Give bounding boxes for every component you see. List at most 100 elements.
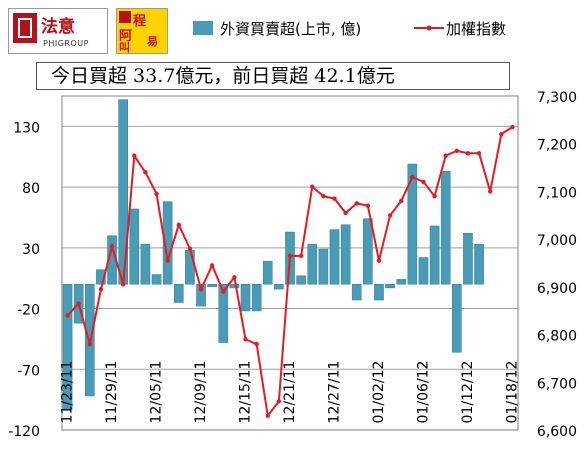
bar — [207, 284, 217, 287]
bar — [218, 284, 229, 343]
left-tick-label: 130 — [13, 120, 40, 136]
line-point — [343, 210, 348, 216]
line-point — [243, 337, 248, 342]
logo-sub: PHIGROUP — [43, 39, 89, 48]
x-tick-label: 01/06/12 — [415, 361, 431, 424]
x-tick-label: 01/12/12 — [460, 361, 476, 424]
x-tick-label: 12/15/11 — [238, 361, 254, 424]
logo-name: 法意 — [41, 17, 75, 37]
bar — [463, 232, 473, 285]
line-point — [232, 275, 237, 280]
phigroup-logo: 法意 PHIGROUP — [8, 8, 108, 54]
right-tick-label: 6,600 — [537, 424, 577, 440]
bar — [363, 218, 373, 285]
right-tick-label: 7,200 — [537, 138, 577, 154]
line-point — [265, 413, 270, 418]
bar — [340, 224, 351, 285]
bar — [151, 274, 162, 285]
left-tick-label: -120 — [8, 424, 40, 440]
bar — [385, 284, 395, 289]
line-point — [465, 151, 471, 156]
logo-stamp-icon — [119, 11, 131, 23]
line-point — [120, 282, 126, 287]
bar — [452, 284, 462, 353]
line-point — [254, 341, 259, 347]
x-tick-label: 01/02/12 — [371, 361, 387, 424]
x-tick-label: 12/05/11 — [149, 361, 165, 424]
line-point — [443, 153, 448, 158]
legend-line-label: 加權指數 — [446, 20, 506, 38]
bar — [196, 284, 206, 307]
bar — [173, 284, 184, 303]
bar — [407, 163, 418, 285]
right-tick-label: 6,900 — [537, 281, 577, 297]
line-point — [154, 191, 159, 197]
right-tick-label: 7,300 — [537, 90, 577, 106]
left-tick-label: -20 — [17, 303, 40, 319]
bar — [374, 284, 384, 301]
bar — [307, 243, 318, 285]
line-point — [298, 253, 304, 259]
legend-bar-swatch — [193, 21, 213, 35]
right-tick-label: 7,000 — [537, 233, 577, 249]
right-tick-label: 7,100 — [537, 185, 577, 201]
logo2-char: 阿 — [119, 29, 133, 44]
buy-sell-summary: 今日買超 33.7億元，前日買超 42.1億元 — [36, 62, 510, 90]
bar — [251, 284, 262, 312]
line-point — [476, 151, 482, 156]
x-tick-label: 01/18/12 — [504, 361, 520, 424]
x-tick-label: 12/21/11 — [282, 361, 298, 424]
legend: 外資買賣超(上市, 億) 加權指數 — [193, 20, 506, 38]
x-tick-label: 12/09/11 — [193, 361, 209, 424]
line-point — [276, 399, 282, 404]
logo2-char: 程 — [133, 14, 147, 29]
left-tick-label: 80 — [22, 181, 40, 197]
x-tick-label: 12/27/11 — [326, 361, 342, 424]
left-axis: -120 -70 -20 30 80 130 — [8, 120, 40, 440]
line-point — [421, 179, 426, 185]
program-trading-logo: 程 阿 叫 易 — [116, 8, 168, 54]
bar — [240, 284, 251, 312]
line-point — [132, 153, 137, 158]
x-tick-label: 11/29/11 — [104, 361, 120, 424]
right-tick-label: 6,800 — [537, 329, 577, 345]
line-point — [87, 341, 93, 347]
bar — [140, 243, 151, 285]
bar — [229, 284, 240, 289]
line-point — [165, 258, 170, 263]
bar — [62, 284, 73, 410]
right-tick-label: 6,700 — [537, 376, 577, 392]
line-point — [487, 189, 493, 194]
line-point — [454, 148, 460, 154]
line-point — [176, 222, 181, 228]
line-point — [109, 244, 115, 249]
bar — [418, 257, 429, 285]
line-point — [310, 184, 315, 189]
bar — [262, 260, 273, 285]
line-point — [287, 253, 293, 259]
line-point — [432, 194, 437, 199]
logo-mark-icon — [13, 13, 37, 43]
line-point — [98, 287, 104, 292]
bar — [129, 208, 140, 285]
legend-line-marker — [426, 25, 432, 31]
bar — [274, 284, 284, 290]
line-point — [499, 131, 504, 137]
left-tick-label: 30 — [22, 242, 40, 258]
legend-bar-label: 外資買賣超(上市, 億) — [220, 20, 361, 38]
line-point — [321, 194, 326, 199]
bar — [296, 275, 306, 285]
line-point — [65, 313, 70, 318]
bar — [429, 225, 440, 285]
bar — [96, 269, 106, 285]
line-point — [209, 263, 215, 268]
right-axis: 6,600 6,700 6,800 6,900 7,000 7,100 7,200 7,300 — [537, 90, 577, 440]
line-point — [76, 301, 81, 306]
x-tick-label: 11/23/11 — [60, 361, 76, 424]
bar — [185, 249, 195, 285]
line-point — [143, 170, 148, 175]
line-point — [410, 174, 415, 180]
x-axis: 11/23/11 11/29/11 12/05/11 12/09/11 12/15/11… — [60, 361, 521, 424]
bar — [396, 279, 407, 285]
